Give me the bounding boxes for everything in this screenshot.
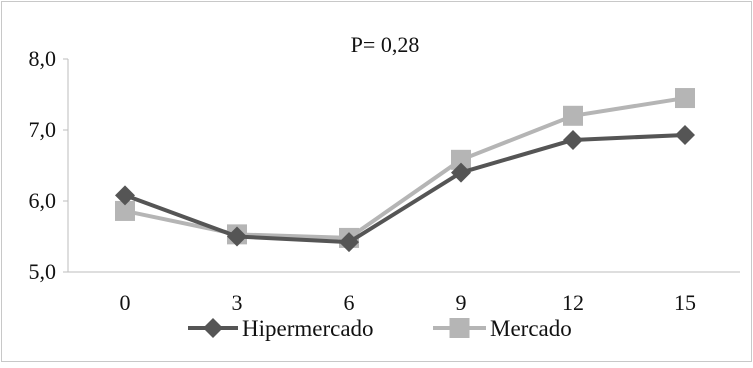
x-tick-label: 0	[120, 290, 131, 315]
x-tick-label: 9	[456, 290, 467, 315]
x-tick-label: 6	[344, 290, 355, 315]
legend-marker	[203, 318, 223, 338]
chart-frame	[1, 1, 752, 362]
data-point	[115, 200, 135, 221]
data-point	[563, 129, 583, 150]
legend-item: Mercado	[433, 316, 572, 341]
legend-label: Hipermercado	[242, 316, 374, 341]
y-tick-label: 6,0	[29, 188, 57, 213]
series-hipermercado	[115, 124, 695, 253]
data-point	[563, 105, 583, 126]
series-line	[124, 132, 686, 245]
y-tick-label: 5,0	[29, 259, 57, 284]
x-tick-label: 12	[562, 290, 584, 315]
p-value-annotation: P= 0,28	[351, 32, 420, 57]
y-tick-label: 7,0	[29, 117, 57, 142]
legend-item: Hipermercado	[188, 316, 374, 341]
data-point	[451, 149, 471, 170]
data-point	[675, 124, 695, 145]
x-tick-label: 3	[232, 290, 243, 315]
data-point	[227, 226, 247, 247]
x-tick-label: 15	[674, 290, 696, 315]
legend-marker	[449, 318, 470, 338]
data-point	[115, 185, 135, 206]
data-point	[675, 88, 695, 109]
data-point	[451, 162, 471, 183]
legend-label: Mercado	[490, 316, 572, 341]
data-point	[339, 232, 359, 253]
y-tick-label: 8,0	[29, 46, 57, 71]
